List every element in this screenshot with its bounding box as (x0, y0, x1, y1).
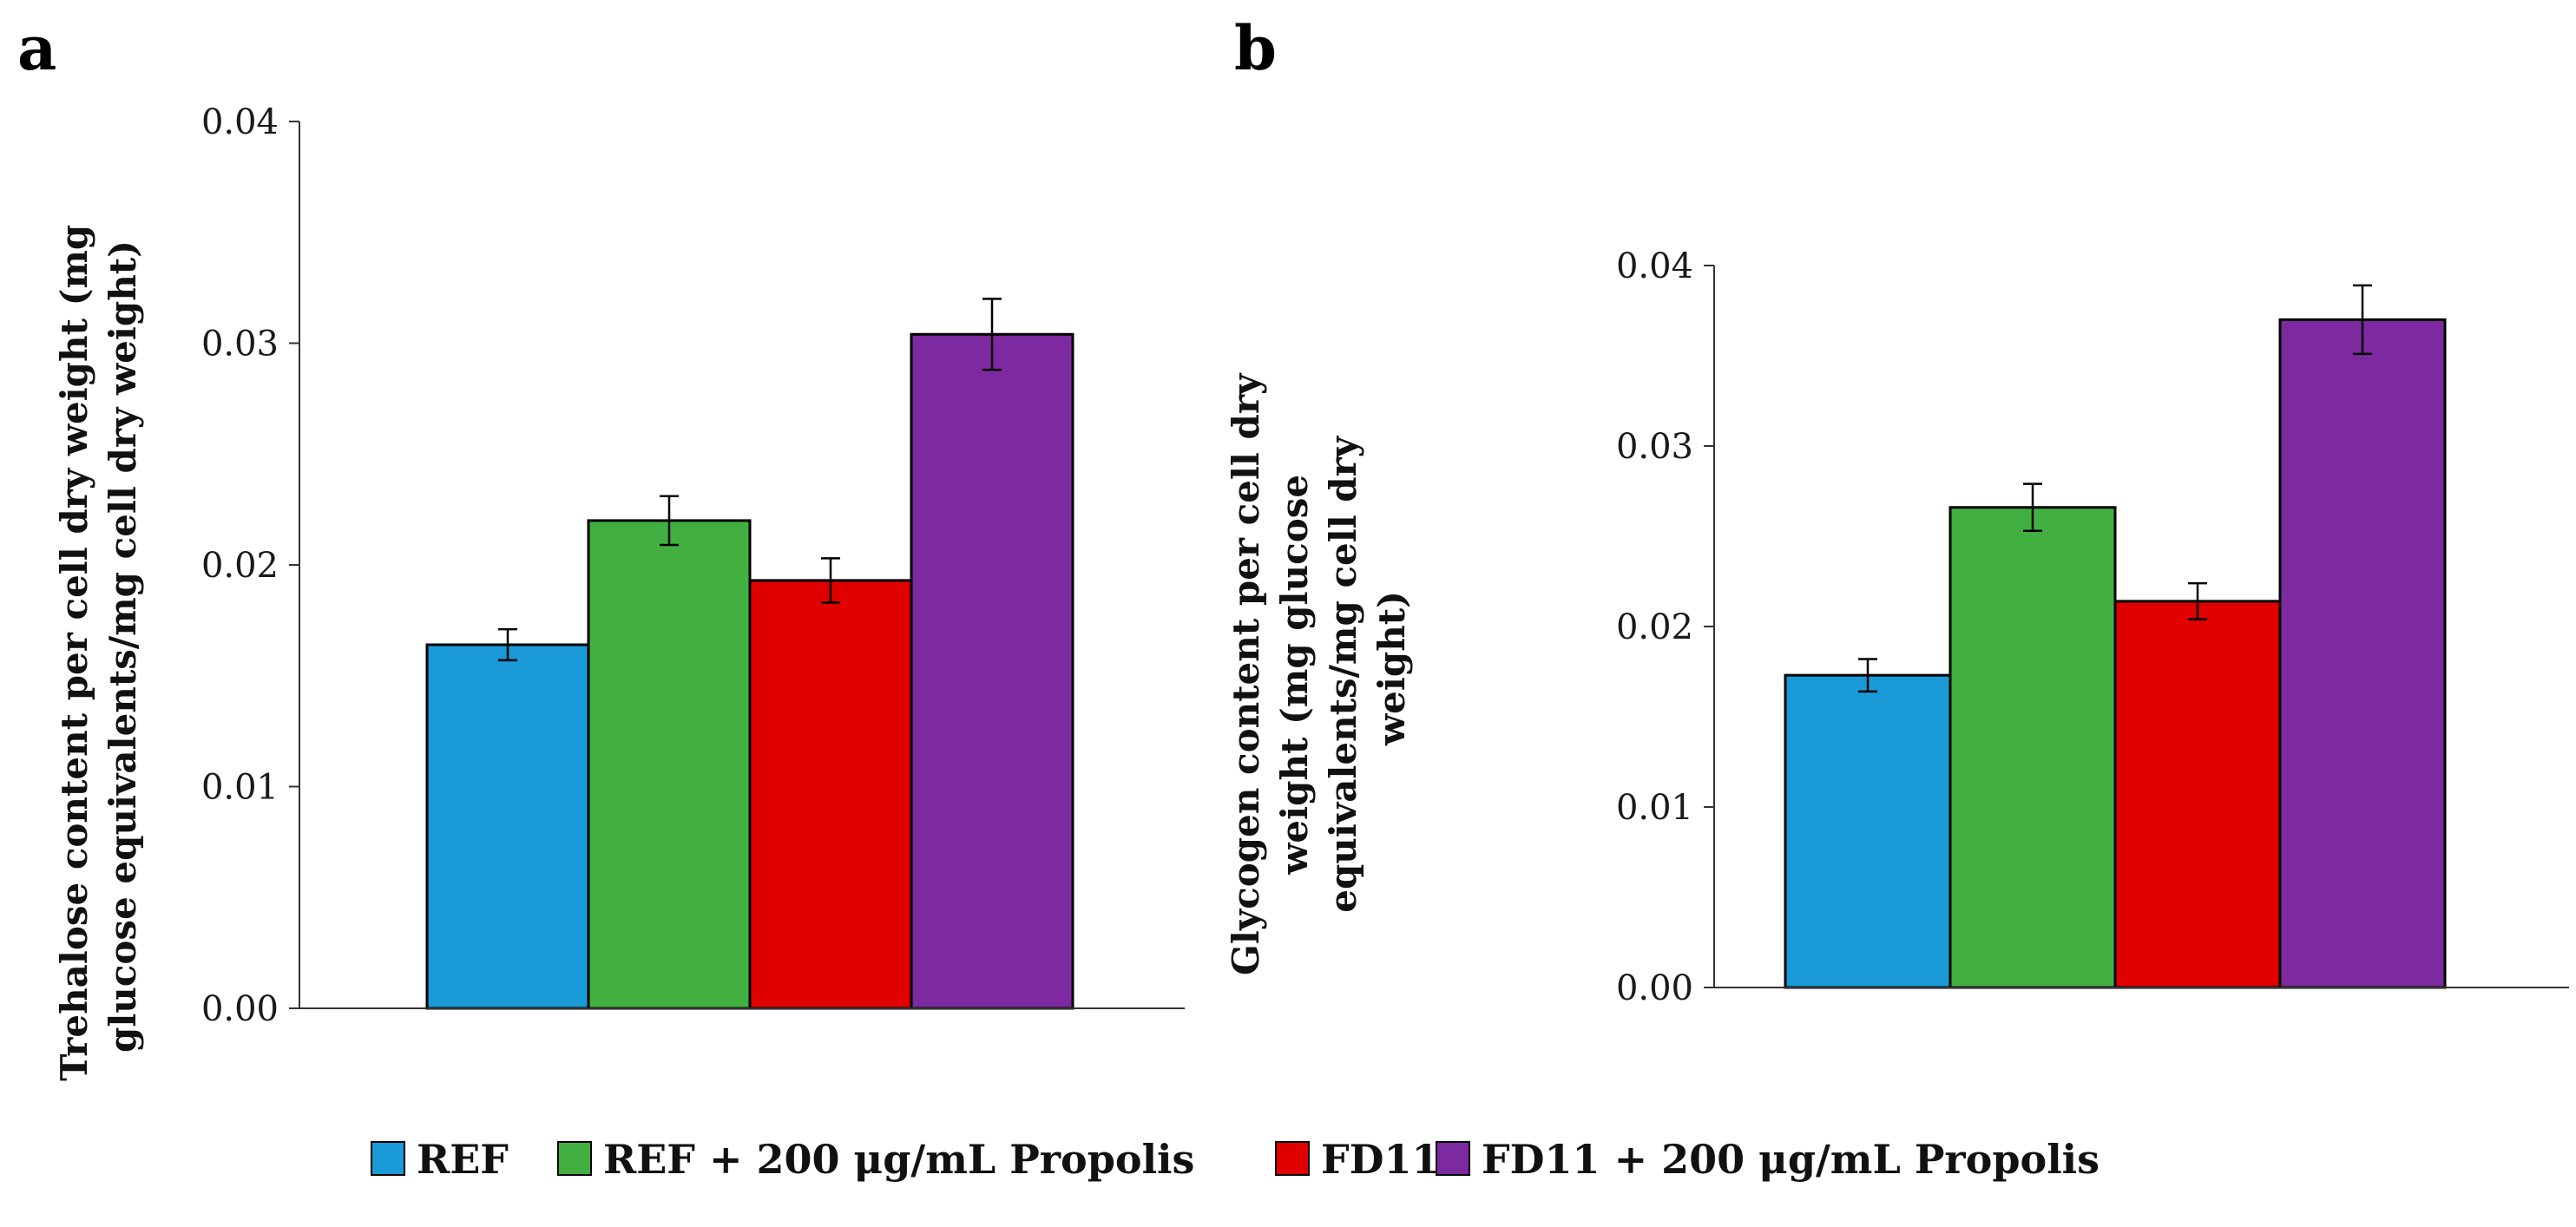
y-tick-label: 0.01 (201, 768, 279, 808)
legend-item: FD11 (1275, 1136, 1440, 1183)
legend-item: REF (371, 1136, 509, 1183)
y-axis-title-b: Glycogen content per cell dry weight (mg… (1225, 361, 1413, 975)
legend-label: REF (417, 1136, 509, 1183)
plot-area-a: 0.00 0.01 0.02 0.03 0.04 (201, 102, 1185, 1029)
legend-label: REF + 200 μg/mL Propolis (603, 1136, 1194, 1183)
legend-swatch (1436, 1141, 1470, 1176)
y-tick-label: 0.04 (201, 102, 279, 142)
y-tick-label: 0.02 (1616, 607, 1693, 647)
bar (1784, 673, 1952, 989)
y-tick-label: 0.02 (201, 546, 279, 586)
legend-item: FD11 + 200 μg/mL Propolis (1436, 1136, 2100, 1183)
y-axis-title-b-line-3: equivalents/mg cell dry (1322, 435, 1364, 913)
bar (910, 332, 1074, 1010)
bar (1948, 506, 2117, 989)
y-tick-label: 0.00 (201, 989, 279, 1029)
y-tick-label: 0.01 (1616, 788, 1693, 828)
legend-swatch (557, 1141, 592, 1176)
panel-label-a: a (17, 12, 56, 84)
y-axis-title-a: Trehalose content per cell dry weight (m… (53, 212, 144, 1081)
svg-text:Glycogen content per cell dry: Glycogen content per cell dry weight (mg… (1225, 361, 1413, 975)
svg-text:Trehalose content per cell dry: Trehalose content per cell dry weight (m… (53, 212, 144, 1081)
legend-label: FD11 (1321, 1136, 1440, 1183)
y-tick-label: 0.00 (1616, 968, 1693, 1008)
y-axis-title-b-line-1: Glycogen content per cell dry (1225, 372, 1267, 975)
y-axis-title-a-line-2: glucose equivalents/mg cell dry weight) (102, 240, 144, 1053)
legend-swatch (1275, 1141, 1310, 1176)
panel-a: a Trehalose content per cell dry weight … (17, 12, 1185, 1081)
y-tick-label: 0.03 (201, 325, 279, 364)
panel-b: b Glycogen content per cell dry weight (… (1225, 12, 2569, 1008)
legend-item: REF + 200 μg/mL Propolis (557, 1136, 1194, 1183)
y-axis-title-b-line-2: weight (mg glucose (1273, 475, 1316, 876)
legend: REF REF + 200 μg/mL Propolis FD11 FD11 + 20… (371, 1136, 2100, 1183)
plot-area-b: 0.00 0.01 0.02 0.03 0.04 (1616, 246, 2569, 1008)
legend-label: FD11 + 200 μg/mL Propolis (1482, 1136, 2100, 1183)
bar (2278, 318, 2447, 989)
y-axis-title-b-line-4: weight) (1370, 591, 1413, 746)
bar (587, 519, 752, 1010)
y-axis-title-a-line-1: Trehalose content per cell dry weight (m… (53, 225, 95, 1081)
panel-label-b: b (1234, 12, 1277, 84)
y-tick-label: 0.03 (1616, 427, 1693, 467)
bar (748, 579, 913, 1010)
bar (425, 643, 590, 1010)
bar (2113, 600, 2282, 989)
y-tick-label: 0.04 (1616, 246, 1693, 286)
legend-swatch (371, 1141, 405, 1176)
